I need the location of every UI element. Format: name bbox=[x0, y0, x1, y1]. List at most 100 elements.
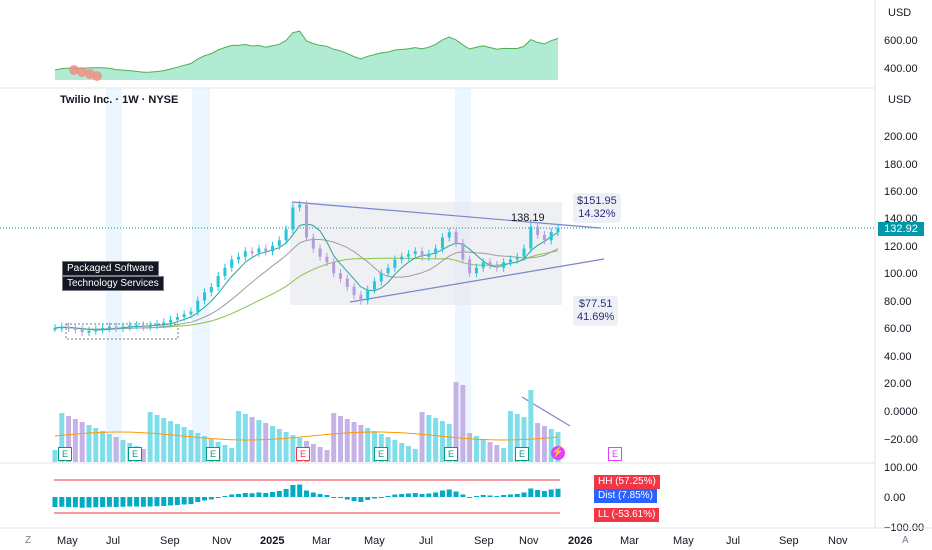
volume-bar bbox=[433, 418, 439, 462]
earnings-icon[interactable]: E bbox=[515, 447, 529, 461]
candle-body bbox=[264, 248, 268, 252]
earnings-icon[interactable]: E bbox=[128, 447, 142, 461]
symbol-title[interactable]: Twilio Inc. · 1W · NYSE bbox=[60, 94, 179, 106]
zoom-icon[interactable]: Z bbox=[25, 535, 32, 546]
lightning-icon[interactable]: ⚡ bbox=[551, 446, 565, 460]
time-axis-label: Jul bbox=[106, 535, 121, 547]
candle-body bbox=[379, 273, 383, 282]
osc-bar bbox=[59, 497, 65, 507]
volume-bar bbox=[242, 414, 248, 462]
candle-body bbox=[406, 254, 410, 257]
low-pct: 41.69% bbox=[577, 311, 615, 323]
candle-body bbox=[345, 278, 349, 287]
osc-bar bbox=[249, 493, 255, 497]
candle-body bbox=[135, 325, 139, 328]
osc-bar bbox=[181, 497, 187, 505]
time-axis-label: Sep bbox=[474, 535, 494, 547]
candle-body bbox=[481, 262, 485, 268]
volume-bar bbox=[541, 426, 547, 462]
candle-body bbox=[128, 325, 132, 328]
volume-bar bbox=[371, 431, 377, 462]
candle-body bbox=[257, 248, 261, 253]
candle-body bbox=[169, 319, 173, 323]
candle-body bbox=[53, 328, 57, 330]
volume-bar bbox=[535, 423, 541, 462]
candle-body bbox=[332, 262, 336, 274]
price-axis-tick: 100.00 bbox=[884, 268, 918, 280]
volume-bar bbox=[392, 440, 398, 462]
candle-body bbox=[148, 325, 152, 328]
volume-bar bbox=[174, 424, 180, 462]
price-axis-tick: −20.00 bbox=[884, 434, 918, 446]
top-axis-tick: 400.00 bbox=[884, 63, 918, 75]
osc-bar bbox=[154, 497, 160, 507]
osc-bar bbox=[331, 497, 337, 498]
time-axis-label: Jul bbox=[419, 535, 434, 547]
candle-body bbox=[196, 300, 200, 312]
osc-bar bbox=[521, 492, 527, 497]
osc-bar bbox=[52, 497, 58, 507]
osc-bar bbox=[392, 494, 398, 497]
candle-body bbox=[203, 292, 207, 301]
time-axis-label: Jul bbox=[726, 535, 741, 547]
high-price: $151.95 bbox=[577, 195, 617, 207]
osc-bar bbox=[337, 497, 343, 498]
osc-bar bbox=[100, 497, 106, 507]
candle-body bbox=[549, 232, 553, 241]
candle-body bbox=[366, 289, 370, 301]
auto-scale-button[interactable]: A bbox=[902, 535, 909, 546]
osc-bar bbox=[79, 497, 85, 508]
candle-body bbox=[216, 275, 220, 287]
earnings-icon[interactable]: E bbox=[296, 447, 310, 461]
volume-bar bbox=[147, 412, 153, 462]
osc-bar bbox=[236, 494, 242, 497]
volume-bar bbox=[439, 421, 445, 462]
candle-body bbox=[338, 273, 342, 279]
earnings-icon[interactable]: E bbox=[374, 447, 388, 461]
low-price: $77.51 bbox=[578, 298, 613, 310]
earnings-icon[interactable]: E bbox=[444, 447, 458, 461]
candle-body bbox=[311, 237, 315, 249]
osc-bar bbox=[297, 484, 303, 497]
candle-body bbox=[556, 227, 560, 233]
osc-bar bbox=[127, 497, 133, 507]
volume-bar bbox=[263, 423, 269, 462]
candle-body bbox=[155, 323, 159, 326]
osc-bar bbox=[66, 497, 72, 507]
lower-trendline bbox=[349, 258, 605, 303]
volume-ma-line bbox=[54, 431, 559, 441]
range-box bbox=[290, 202, 562, 305]
osc-bar bbox=[208, 497, 214, 500]
candle-body bbox=[461, 243, 465, 260]
volume-bar bbox=[365, 428, 371, 462]
candle-body bbox=[305, 204, 308, 238]
volume-bar bbox=[283, 432, 289, 462]
osc-bar bbox=[317, 494, 323, 497]
osc-bar bbox=[548, 489, 554, 497]
top-indicator-line bbox=[54, 30, 559, 73]
earnings-icon[interactable]: E bbox=[58, 447, 72, 461]
highlight-band bbox=[192, 88, 210, 463]
volume-bar bbox=[93, 428, 99, 462]
candle-body bbox=[359, 295, 363, 301]
osc-bar bbox=[283, 489, 289, 497]
osc-bar bbox=[120, 497, 126, 507]
volume-bar bbox=[548, 429, 554, 462]
future-earnings-icon[interactable]: E bbox=[608, 447, 622, 461]
osc-bar bbox=[229, 494, 235, 497]
osc-bar bbox=[358, 497, 364, 502]
main-price-panel: 200.00180.00160.00140.00120.00100.0080.0… bbox=[0, 131, 918, 462]
osc-bar bbox=[140, 497, 146, 507]
candle-body bbox=[542, 234, 546, 241]
candle-body bbox=[243, 251, 247, 257]
osc-bar bbox=[86, 497, 92, 508]
candle-body bbox=[522, 248, 526, 257]
volume-bar bbox=[113, 437, 119, 462]
volume-bar bbox=[154, 415, 160, 462]
volume-bar bbox=[412, 449, 418, 462]
candle-body bbox=[67, 326, 71, 329]
osc-bar bbox=[541, 491, 547, 497]
osc-bar bbox=[501, 495, 507, 497]
earnings-icon[interactable]: E bbox=[206, 447, 220, 461]
